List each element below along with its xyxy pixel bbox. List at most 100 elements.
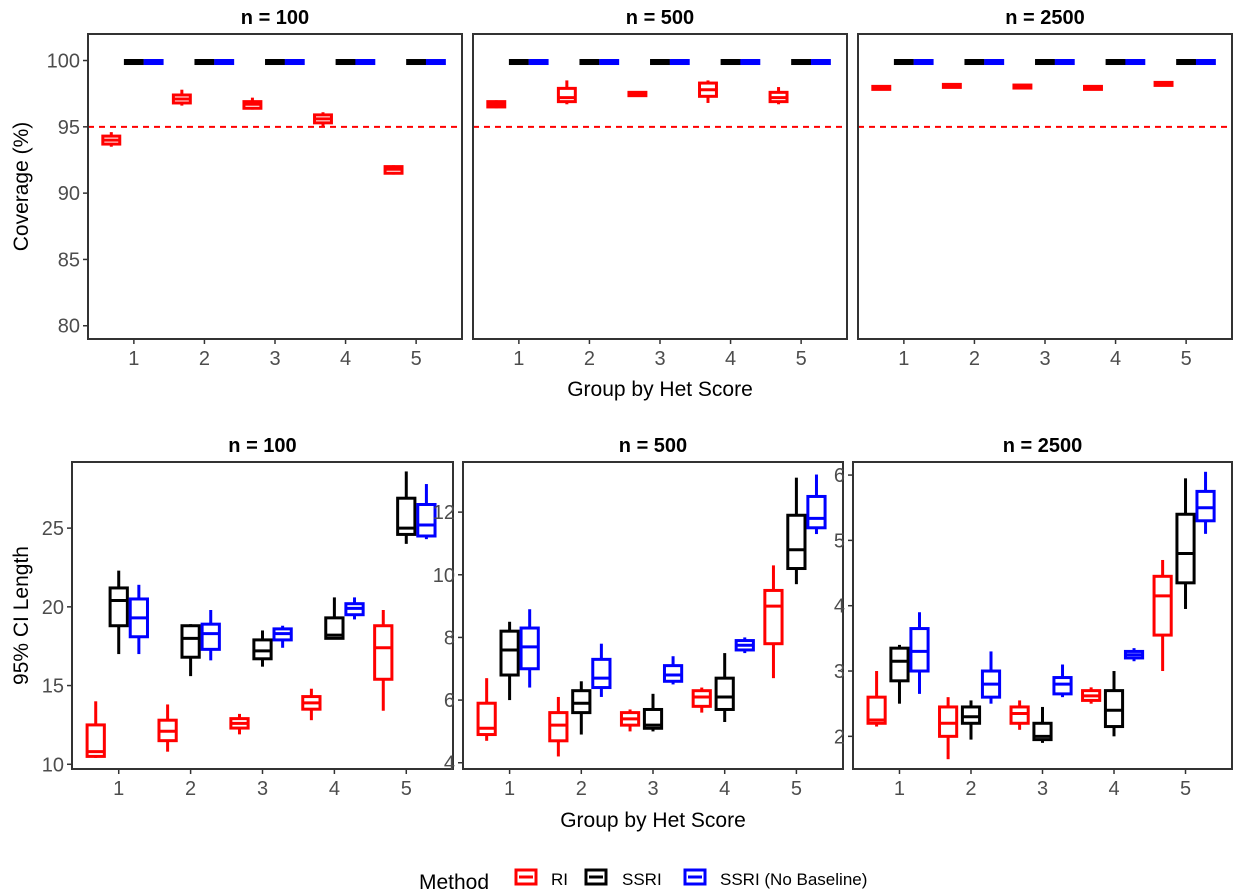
panel-border (857, 33, 1233, 340)
box-ssri-no-baseline (591, 643, 612, 697)
box-ssri-no-baseline (528, 59, 549, 66)
x-tick-label: 3 (257, 778, 268, 800)
x-tick-label: 4 (1110, 348, 1121, 370)
box-ssri (1175, 478, 1196, 609)
box-ssri-no-baseline (1195, 471, 1216, 534)
box-ssri-no-baseline (214, 59, 235, 66)
box-ssri-no-baseline (669, 59, 690, 66)
box-body (909, 627, 930, 673)
box-ssri-no-baseline (909, 612, 930, 694)
box-ri (556, 80, 577, 105)
legend-key-ri: RI (514, 868, 568, 889)
y-tick-label: 15 (42, 676, 64, 698)
box-body (519, 626, 540, 671)
panel-title: n = 100 (241, 7, 309, 29)
legend: Method RI SSRI SSRI (No Baseline) (419, 868, 867, 892)
box-ri (373, 609, 394, 711)
box-ri (242, 97, 263, 110)
box-ssri-no-baseline (1052, 664, 1073, 698)
box-ssri-no-baseline (425, 59, 446, 66)
x-tick-label: 2 (584, 348, 595, 370)
box-body (373, 624, 394, 681)
box-ssri-no-baseline (344, 597, 365, 620)
box-ssri-no-baseline (810, 59, 831, 66)
box-body (806, 494, 827, 530)
box-ssri (791, 59, 812, 66)
panel-border (852, 461, 1233, 770)
box-ri (1081, 687, 1102, 704)
y-tick-label: 6 (444, 690, 455, 712)
box-ssri (650, 59, 670, 66)
legend-swatch-ri (514, 868, 538, 886)
legend-key-ssri: SSRI (584, 868, 662, 889)
panel-title: n = 500 (626, 7, 694, 29)
box-ssri-no-baseline (143, 59, 164, 66)
x-tick-label: 5 (796, 348, 807, 370)
box-ssri-no-baseline (662, 656, 684, 685)
box-body (180, 624, 201, 659)
x-tick-label: 4 (340, 348, 351, 370)
y-tick-label: 90 (58, 183, 80, 205)
box-ssri (194, 59, 215, 66)
y-tick-label: 100 (47, 51, 80, 73)
x-tick-label: 3 (647, 778, 658, 800)
box-body (763, 588, 784, 646)
box-ssri (1032, 706, 1053, 743)
box-ri (313, 112, 333, 127)
box-ssri-no-baseline (1054, 59, 1075, 66)
box-body (1175, 512, 1196, 585)
box-body (1052, 676, 1073, 696)
box-ssri (396, 471, 417, 544)
y-tick-label: 25 (42, 518, 64, 540)
x-axis-title: Group by Het Score (560, 809, 746, 832)
box-ssri-no-baseline (734, 637, 755, 654)
x-tick-label: 2 (969, 348, 980, 370)
box-ri (1083, 84, 1103, 91)
legend-label-ssri: SSRI (622, 870, 662, 889)
box-ssri-no-baseline (806, 474, 827, 535)
box-body (714, 676, 735, 711)
box-body (252, 638, 273, 661)
box-ssri (714, 653, 735, 723)
x-tick-label: 1 (898, 348, 909, 370)
panel-2: n = 500 1 2 3 4 5 Group by Het Score (472, 7, 848, 401)
box-body (786, 513, 807, 571)
box-ssri-no-baseline (200, 609, 221, 661)
box-body (662, 664, 684, 683)
x-axis-title: Group by Het Score (567, 378, 753, 401)
box-ssri (720, 59, 741, 66)
box-body (200, 622, 221, 651)
x-tick-label: 2 (199, 348, 210, 370)
x-tick-label: 4 (1108, 778, 1119, 800)
x-tick-label: 3 (1039, 348, 1050, 370)
box-ri (941, 82, 962, 89)
box-body (85, 723, 106, 758)
box-ri (301, 688, 322, 721)
box-ri (768, 87, 789, 105)
box-ri (871, 84, 892, 91)
box-ssri-no-baseline (416, 484, 437, 540)
box-ssri-no-baseline (740, 59, 761, 66)
box-ssri (579, 59, 600, 66)
box-ri (171, 89, 192, 106)
box-ssri (889, 644, 910, 704)
box-ssri (893, 59, 914, 66)
panel-title: n = 500 (619, 435, 687, 457)
box-body (396, 496, 417, 536)
legend-label-ri: RI (551, 870, 568, 889)
box-ri (1153, 80, 1174, 87)
box-ssri (1035, 59, 1055, 66)
box-body (324, 616, 345, 640)
panel-1: n = 100 80 85 90 95 100 1 2 3 4 5 Coverage (%) (10, 7, 463, 370)
box-body (499, 629, 520, 677)
x-tick-label: 1 (113, 778, 124, 800)
box-ssri (406, 59, 427, 66)
box-ssri (324, 597, 345, 640)
y-tick-label: 4 (444, 753, 455, 775)
panel-title: n = 2500 (1003, 435, 1083, 457)
legend-swatch-ssri-no-baseline (683, 868, 707, 886)
x-tick-label: 5 (401, 778, 412, 800)
x-tick-label: 5 (791, 778, 802, 800)
box-body (1009, 705, 1030, 725)
